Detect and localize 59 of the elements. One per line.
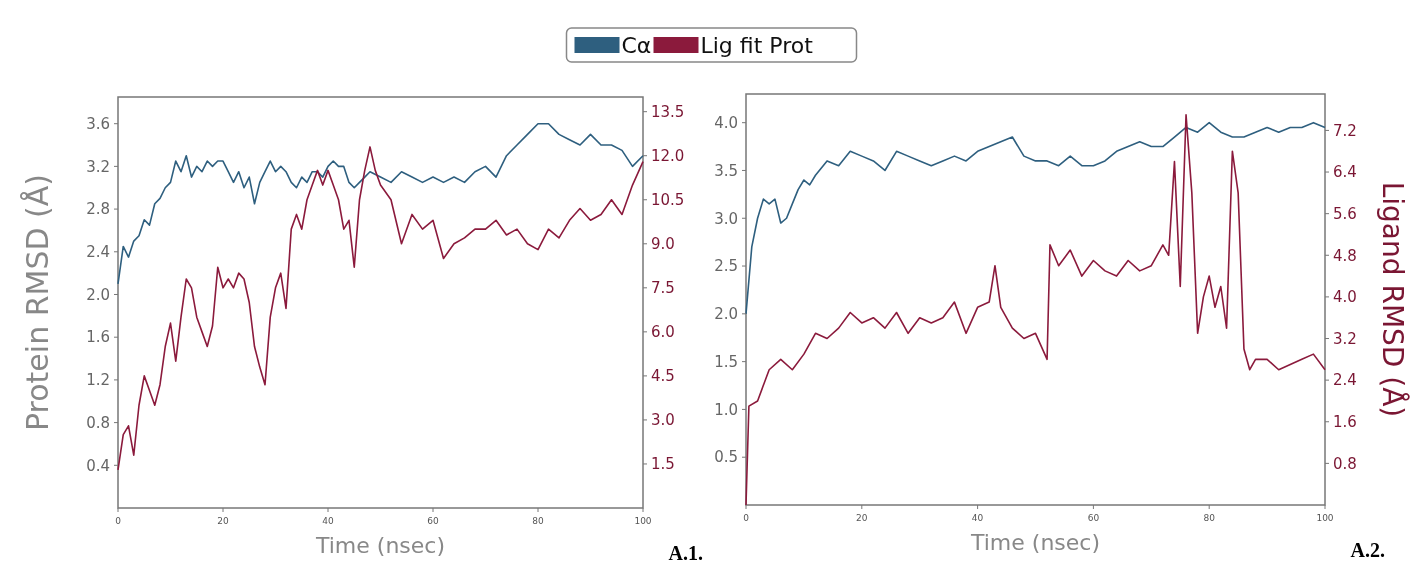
line-series — [117, 146, 644, 471]
y2-tick-label: 6.0 — [651, 323, 675, 342]
y-tick-label: 1.2 — [86, 371, 110, 390]
y-tick-label: 1.6 — [86, 328, 110, 347]
y-tick-label: 0.5 — [714, 448, 738, 467]
y-tick-label: 2.0 — [86, 285, 110, 304]
y-tick-label: 2.0 — [714, 305, 738, 324]
y2-tick-label: 6.4 — [1333, 163, 1357, 182]
y-tick-label: 1.0 — [714, 400, 738, 419]
x-tick-label: 60 — [427, 516, 439, 526]
line-series — [117, 122, 644, 285]
line-series — [745, 121, 1326, 315]
x-tick-label: 80 — [1203, 513, 1216, 523]
x-axis-title: Time (nsec) — [969, 530, 1101, 555]
y-tick-label: 0.8 — [86, 413, 110, 432]
x-tick-label: 80 — [532, 516, 544, 526]
text: A.1. — [668, 542, 703, 564]
y2-tick-label: 12.0 — [651, 146, 685, 165]
y-tick-label: 2.8 — [86, 200, 110, 219]
y2-tick-label: 4.0 — [1333, 288, 1357, 307]
y2-tick-label: 5.6 — [1333, 204, 1357, 223]
y-tick-label: 3.0 — [714, 209, 738, 228]
x-tick-label: 20 — [856, 513, 868, 523]
y-tick-label: 3.6 — [86, 114, 110, 133]
y2-tick-label: 7.2 — [1333, 121, 1357, 140]
y-axis-title: Protein RMSD (Å) — [20, 173, 55, 432]
y2-tick-label: 3.0 — [651, 411, 675, 430]
y2-tick-label: 4.8 — [1333, 246, 1357, 265]
text: A.2. — [1350, 539, 1385, 561]
x-tick-label: 40 — [322, 516, 334, 526]
x-tick-label: 40 — [971, 513, 984, 523]
y2-tick-label: 9.0 — [651, 235, 675, 254]
legend-label: Cα — [621, 33, 652, 58]
y2-tick-label: 4.5 — [651, 367, 675, 386]
x-tick-label: 0 — [743, 513, 750, 523]
x-tick-label: 100 — [634, 516, 652, 526]
y2-tick-label: 10.5 — [651, 191, 685, 209]
x-tick-label: 100 — [1316, 513, 1334, 523]
x-tick-label: 60 — [1087, 513, 1100, 523]
x-axis-title: Time (nsec) — [314, 533, 446, 558]
y2-axis-title: Ligand RMSD (Å) — [1376, 181, 1410, 418]
legend-label: Lig fit Prot — [700, 33, 814, 58]
line-series — [745, 114, 1326, 506]
y2-tick-label: 2.4 — [1333, 371, 1357, 390]
y-tick-label: 2.4 — [86, 243, 110, 262]
y2-tick-label: 3.2 — [1333, 329, 1357, 348]
y-tick-label: 3.2 — [86, 157, 110, 176]
y-tick-label: 1.5 — [714, 352, 738, 371]
y2-tick-label: 0.8 — [1333, 454, 1357, 473]
y-tick-label: 3.5 — [714, 161, 738, 180]
x-tick-label: 20 — [217, 516, 229, 526]
y-tick-label: 2.5 — [714, 257, 738, 276]
y2-tick-label: 1.5 — [651, 455, 675, 474]
y-tick-label: 0.4 — [86, 456, 110, 475]
y-tick-label: 4.0 — [714, 113, 738, 132]
x-tick-label: 0 — [115, 516, 122, 526]
y2-tick-label: 1.6 — [1333, 413, 1357, 432]
y2-tick-label: 7.5 — [651, 279, 675, 298]
y2-tick-label: 13.5 — [651, 102, 685, 121]
